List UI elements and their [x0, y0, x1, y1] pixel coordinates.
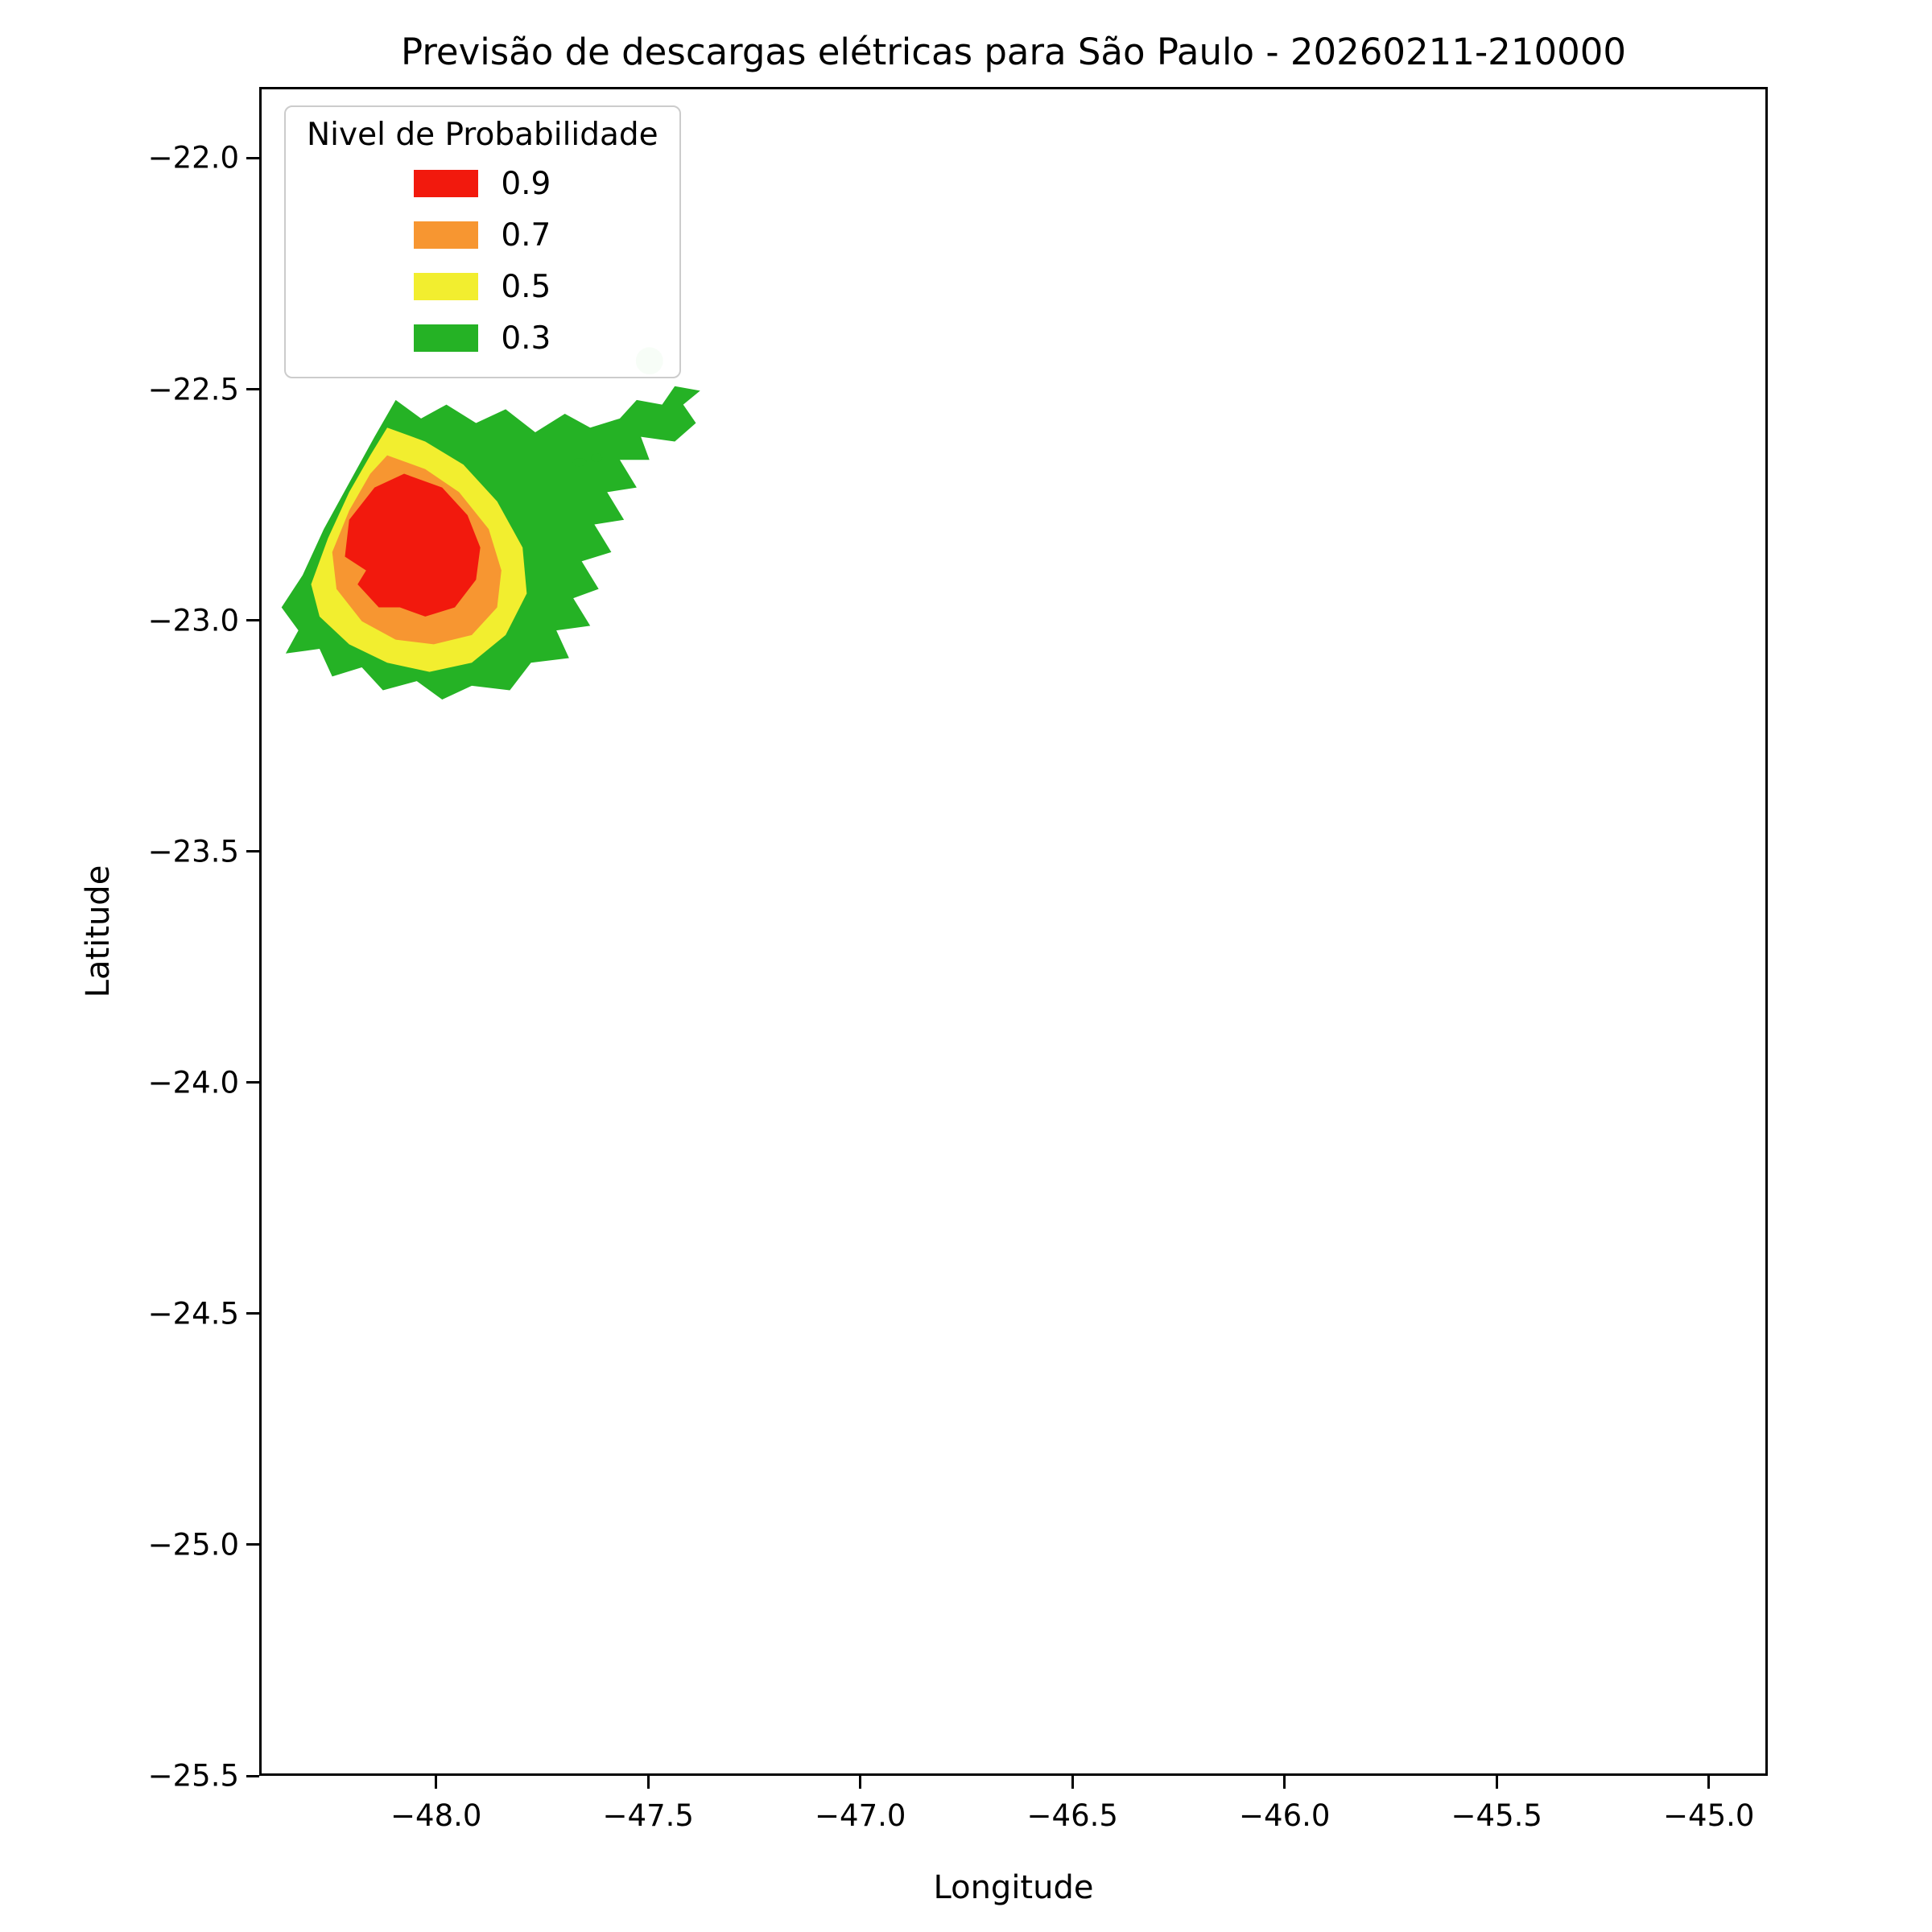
legend: Nivel de Probabilidade 0.9 0.7 0.5 0.3	[284, 105, 681, 378]
y-axis-tick	[246, 1774, 259, 1777]
y-axis-tick	[246, 619, 259, 622]
legend-label-0.3: 0.3	[501, 320, 551, 357]
legend-swatch-0.5	[414, 273, 479, 300]
x-axis-tick-label: −48.0	[390, 1798, 482, 1833]
contour-fragment-2	[591, 453, 603, 462]
contour-plot-canvas	[281, 347, 700, 700]
x-axis-tick-label: −46.5	[1026, 1798, 1118, 1833]
legend-label-0.7: 0.7	[501, 217, 551, 254]
contour-level-0.9	[345, 473, 481, 617]
y-axis-tick-label: −22.5	[147, 372, 239, 407]
x-axis-tick-label: −47.0	[815, 1798, 906, 1833]
legend-swatch-0.3	[414, 324, 479, 352]
x-axis-tick	[435, 1776, 438, 1789]
x-axis-tick	[1707, 1776, 1711, 1789]
x-axis-tick	[1495, 1776, 1498, 1789]
y-axis-tick	[246, 1543, 259, 1546]
y-axis-tick-label: −23.5	[147, 834, 239, 869]
y-axis-tick	[246, 1081, 259, 1084]
legend-entry-0.5: 0.5	[307, 261, 658, 312]
y-axis-tick-label: −24.5	[147, 1296, 239, 1331]
legend-entries: 0.9 0.7 0.5 0.3	[307, 158, 658, 364]
y-axis-tick	[246, 850, 259, 853]
y-axis-label: Latitude	[80, 865, 117, 998]
y-axis-tick	[246, 156, 259, 159]
x-axis-tick-label: −46.0	[1239, 1798, 1331, 1833]
chart-title: Previsão de descargas elétricas para São…	[401, 31, 1626, 73]
x-axis-tick	[1071, 1776, 1074, 1789]
y-axis-tick-label: −22.0	[147, 140, 239, 175]
x-axis-label: Longitude	[933, 1869, 1094, 1906]
legend-swatch-0.9	[414, 170, 479, 197]
y-axis-tick-label: −25.0	[147, 1527, 239, 1563]
x-axis-tick	[1283, 1776, 1286, 1789]
x-axis-tick	[646, 1776, 650, 1789]
y-axis-tick	[246, 388, 259, 390]
plot-area: Nivel de Probabilidade 0.9 0.7 0.5 0.3	[259, 87, 1768, 1776]
legend-title: Nivel de Probabilidade	[307, 117, 658, 153]
legend-label-0.5: 0.5	[501, 268, 551, 305]
y-axis-tick	[246, 1312, 259, 1315]
y-axis-tick-label: −24.0	[147, 1065, 239, 1100]
x-axis-tick	[859, 1776, 862, 1789]
legend-label-0.9: 0.9	[501, 165, 551, 202]
legend-entry-0.9: 0.9	[307, 158, 658, 209]
y-axis-tick-label: −23.0	[147, 603, 239, 638]
x-axis-tick-label: −47.5	[602, 1798, 694, 1833]
y-axis-tick-label: −25.5	[147, 1758, 239, 1794]
contour-fragment-1	[572, 458, 588, 467]
x-axis-tick-label: −45.5	[1451, 1798, 1542, 1833]
legend-entry-0.7: 0.7	[307, 209, 658, 261]
legend-swatch-0.7	[414, 221, 479, 249]
x-axis-tick-label: −45.0	[1663, 1798, 1755, 1833]
legend-entry-0.3: 0.3	[307, 312, 658, 364]
